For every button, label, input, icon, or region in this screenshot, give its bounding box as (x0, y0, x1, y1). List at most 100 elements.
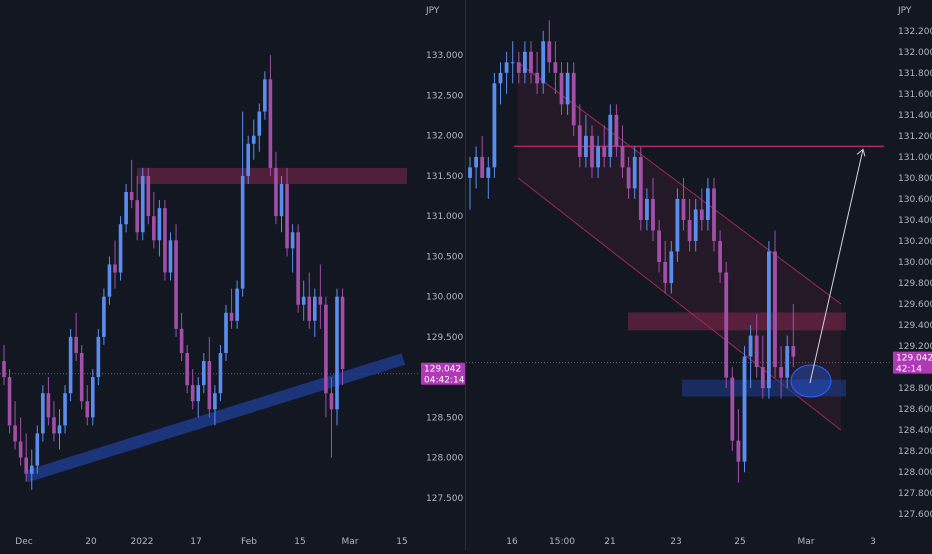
candle (486, 156, 491, 199)
candle (52, 401, 56, 442)
candle (240, 111, 245, 297)
y-tick-label: 128.500 (426, 413, 463, 423)
y-tick-label: 128.400 (898, 426, 932, 436)
candle (7, 369, 12, 434)
candle (202, 352, 206, 394)
target-arrow[interactable] (809, 149, 864, 384)
y-tick-label: 130.800 (898, 174, 932, 184)
candle (760, 335, 765, 399)
candle (779, 346, 783, 399)
candle (290, 224, 295, 273)
resistance-zone[interactable] (628, 312, 846, 331)
candle (113, 240, 117, 289)
y-tick-label: 129.800 (898, 279, 932, 289)
resistance-zone[interactable] (137, 167, 407, 184)
y-tick-label: 129.500 (426, 333, 463, 343)
right-chart-pane[interactable]: JPY 132.200 132.000 131.800 131.600 131.400 13… (466, 0, 932, 550)
candle (335, 288, 339, 426)
y-tick-label: 127.600 (898, 510, 932, 520)
y-tick-label: 131.000 (898, 153, 932, 163)
candle (523, 41, 527, 84)
candle (46, 377, 51, 426)
candle (146, 167, 151, 225)
candle (313, 288, 317, 337)
y-tick-label: 131.800 (898, 69, 932, 79)
candle (279, 175, 284, 233)
candle (74, 312, 78, 362)
y-tick-label: 131.600 (898, 90, 932, 100)
x-tick-label: 2022 (131, 537, 154, 547)
candle (91, 369, 95, 426)
current-price-text: 129.042 (424, 365, 461, 375)
candle (190, 369, 195, 410)
candle (791, 304, 796, 368)
candle (135, 175, 139, 241)
candle (185, 344, 189, 394)
candle (724, 261, 729, 389)
countdown-text: 04:42:14 (424, 376, 465, 386)
left-chart-pane[interactable]: JPY 133.000 132.500 132.000 131.500 131.000 13… (0, 0, 466, 550)
candle (742, 346, 747, 473)
candle (174, 224, 178, 337)
candle (157, 200, 162, 257)
candle (96, 328, 101, 386)
countdown-text: 42:14 (896, 365, 922, 375)
candle (645, 188, 649, 231)
candle (263, 71, 267, 120)
candle (553, 41, 558, 94)
x-tick-label: Feb (241, 537, 257, 547)
y-tick-label: 130.000 (898, 258, 932, 268)
y-tick-label: 128.800 (898, 384, 932, 394)
candle (79, 344, 84, 410)
candle (107, 256, 112, 305)
candle (179, 312, 184, 362)
candle (736, 409, 741, 483)
x-tick-label: Mar (342, 537, 359, 547)
y-tick-label: 129.400 (898, 321, 932, 331)
candle (124, 183, 128, 233)
candle (590, 125, 594, 178)
candle (602, 125, 607, 168)
candle (632, 146, 637, 199)
candle (2, 344, 6, 386)
pane-divider[interactable] (465, 0, 466, 550)
candle (730, 367, 735, 452)
candle (565, 62, 570, 115)
y-tick-label: 131.200 (898, 132, 932, 142)
x-tick-label: Dec (15, 537, 32, 547)
candle (13, 401, 17, 450)
candle (596, 135, 600, 178)
candle (129, 159, 134, 209)
candle (559, 62, 564, 115)
candle (516, 51, 521, 84)
candle (675, 188, 680, 262)
right-candlestick-chart[interactable]: JPY 132.200 132.000 131.800 131.600 131.400 13… (466, 0, 932, 550)
candle (296, 224, 300, 313)
candle (614, 104, 619, 157)
candle (163, 200, 167, 281)
candle (63, 385, 67, 434)
currency-label: JPY (425, 6, 440, 16)
candle (152, 192, 156, 249)
candle (224, 304, 228, 362)
candle (307, 272, 312, 329)
highlight-ellipse[interactable] (790, 364, 832, 398)
x-tick-label: 20 (85, 537, 97, 547)
candle (235, 280, 239, 329)
left-candlestick-chart[interactable]: JPY 133.000 132.500 132.000 131.500 131.000 13… (0, 0, 466, 550)
y-tick-label: 128.200 (898, 447, 932, 457)
y-tick-label: 132.000 (426, 132, 463, 142)
candle (29, 449, 34, 490)
candle (492, 72, 497, 178)
y-tick-label: 129.200 (898, 342, 932, 352)
candle (651, 177, 655, 241)
y-tick-label: 132.000 (898, 48, 932, 58)
candle (669, 240, 674, 294)
candle (785, 335, 790, 389)
candle (663, 240, 668, 294)
candle (608, 104, 613, 168)
candle (24, 433, 28, 482)
candle (547, 20, 552, 73)
y-tick-label: 130.400 (898, 216, 932, 226)
candle (102, 288, 106, 345)
